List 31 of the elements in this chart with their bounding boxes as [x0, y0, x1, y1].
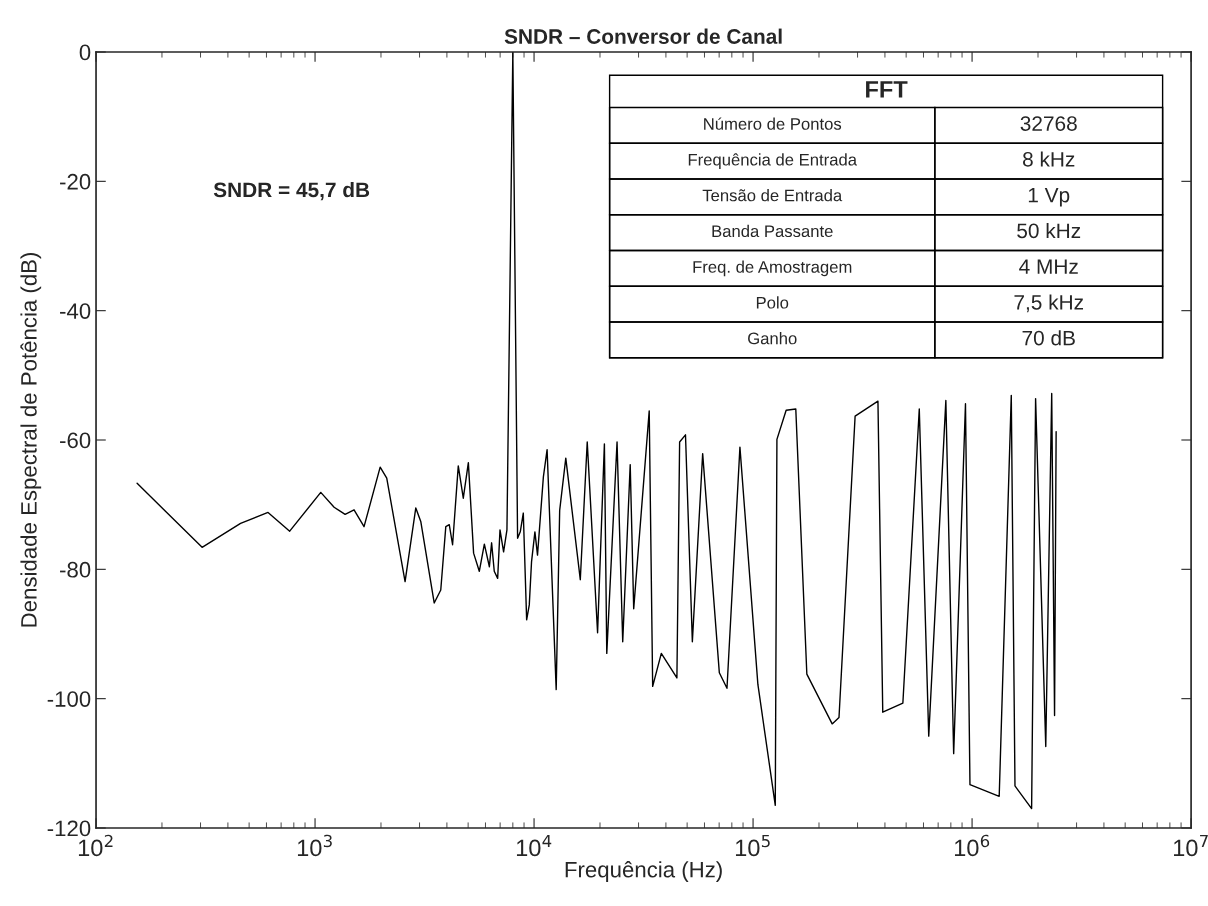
annotation: 70 dB — [1022, 330, 1075, 346]
y-tick-label: -100 — [47, 691, 91, 707]
annotation: 50 kHz — [1017, 222, 1081, 239]
y-tick-label: -60 — [60, 432, 91, 449]
annotation: 32768 — [1020, 116, 1077, 131]
annotation: Frequência de Entrada — [688, 153, 858, 169]
annotation: FFT — [866, 81, 908, 98]
chart-title: SNDR – Conversor de Canal — [504, 28, 782, 44]
annotation: Número de Pontos — [704, 117, 842, 130]
y-tick-label: -120 — [47, 820, 91, 837]
annotation: Banda Passante — [712, 224, 833, 238]
x-tick-label: 10$^{4}$ — [516, 834, 552, 857]
x-axis-title: Frequência (Hz) — [565, 861, 722, 882]
x-tick-label: 10$^{6}$ — [954, 834, 990, 857]
annotation: Tensão de Entrada — [702, 189, 843, 202]
y-tick-label: -40 — [60, 303, 91, 319]
y-tick-label: -20 — [60, 173, 91, 190]
y-axis-title: Densidade Espectral de Potência (dB) — [20, 252, 42, 627]
y-tick-label: 0 — [79, 44, 91, 61]
annotation: 7,5 kHz — [1014, 294, 1084, 313]
annotation: Ganho — [748, 332, 797, 345]
annotation: SNDR = 45,7 dB — [213, 181, 370, 201]
x-tick-label: 10$^{5}$ — [735, 834, 770, 857]
annotation: 8 kHz — [1023, 151, 1075, 167]
annotation: Freq. de Amostragem — [693, 260, 852, 277]
annotation: 1 Vp — [1028, 187, 1070, 207]
x-tick-label: 10$^{3}$ — [297, 834, 332, 857]
annotation: 4 MHz — [1019, 259, 1078, 274]
annotation: Polo — [756, 296, 789, 309]
x-tick-label: 10$^{7}$ — [1174, 834, 1208, 857]
y-tick-label: -80 — [60, 561, 91, 578]
